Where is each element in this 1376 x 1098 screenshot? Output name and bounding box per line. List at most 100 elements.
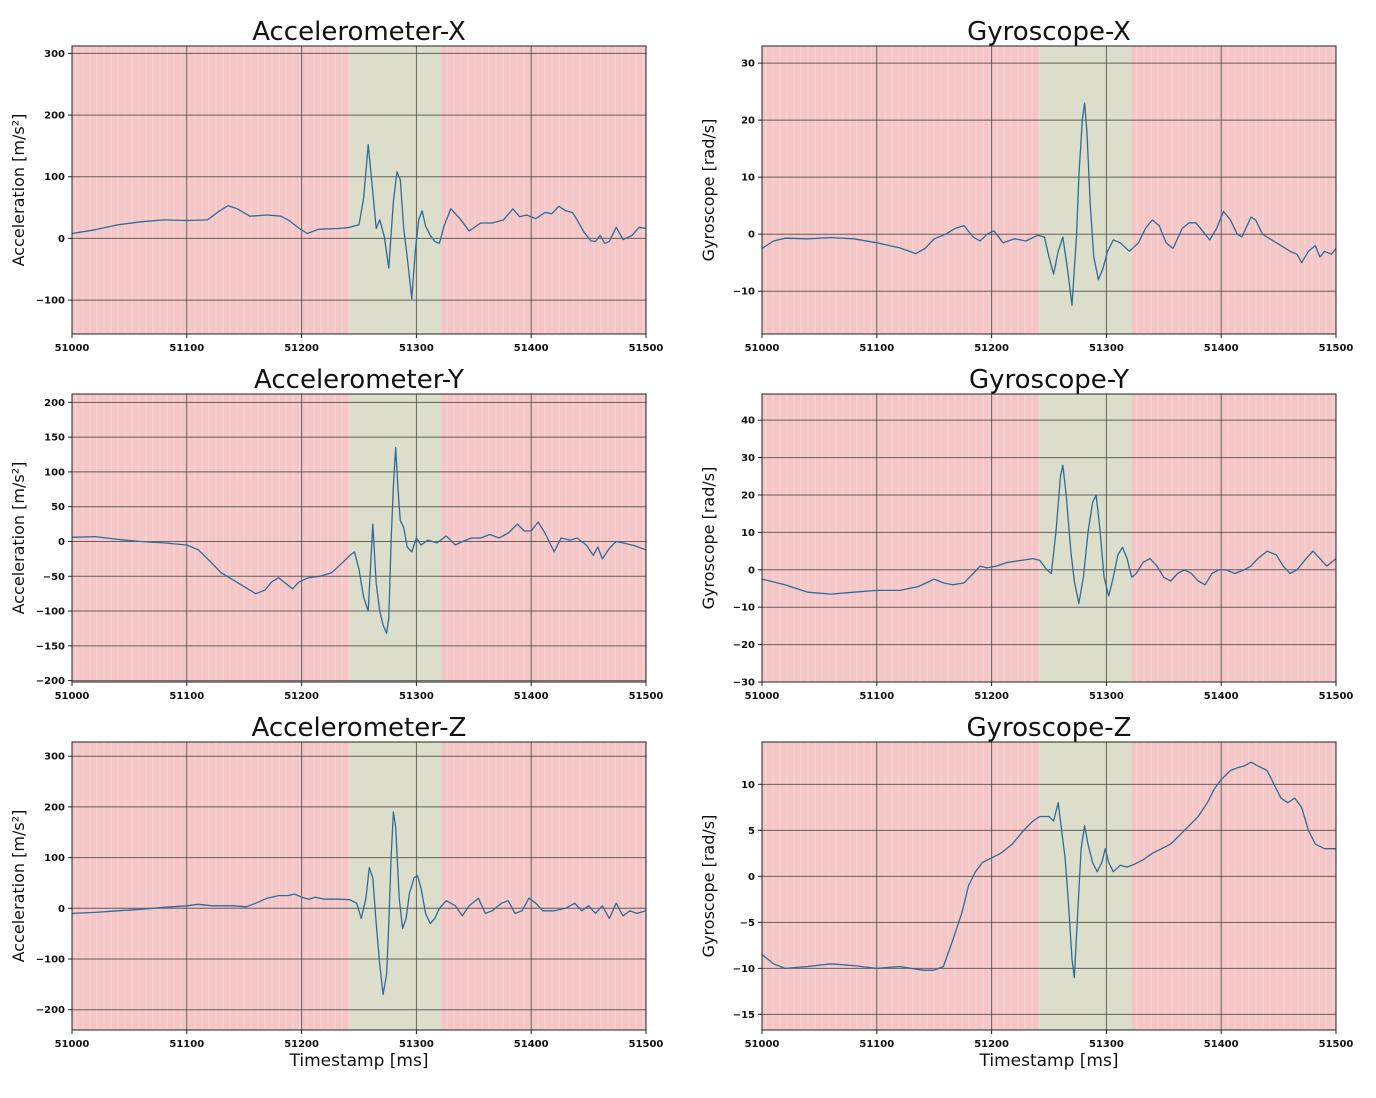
acc-y-y-tick-label: 150	[44, 433, 65, 444]
acc-z-x-tick-label: 51300	[399, 1039, 434, 1050]
acc-y-y-tick-label: 100	[44, 467, 65, 478]
gyro-z-x-tick-label: 51500	[1319, 1039, 1354, 1050]
gyro-y-y-tick-label: 30	[741, 453, 755, 464]
gyro-y-axes-frame	[761, 393, 1337, 683]
gyro-y-x-tick-label: 51500	[1319, 691, 1354, 702]
acc-y-y-tick-label: −50	[43, 572, 65, 583]
gyro-z-series-line	[761, 761, 1336, 979]
gyro-y-x-tick-label: 51000	[745, 691, 780, 702]
acc-x-x-tick-label: 51200	[284, 343, 319, 354]
acc-x-stripe-texture	[75, 46, 644, 334]
gyro-z-y-axis-label: Gyroscope [rad/s]	[699, 815, 718, 958]
gyro-y-y-axis-label: Gyroscope [rad/s]	[699, 467, 718, 610]
gyro-x-x-tick-label: 51200	[974, 343, 1009, 354]
acc-z-plot: 51000 51100 51200 51300 51400 51500 −200 −100 0 1…	[9, 713, 663, 1071]
gyro-y-y-tick-label: −20	[733, 640, 755, 651]
gyro-y-y-tick-label: 10	[741, 528, 755, 539]
acc-y-y-tick-label: −200	[36, 676, 65, 687]
acc-y-axes-frame	[71, 393, 647, 683]
acc-y-y-tick-label: −150	[36, 641, 65, 652]
gyro-z-x-tick-label: 51200	[974, 1039, 1009, 1050]
gyro-x-x-tick-label: 51000	[745, 343, 780, 354]
acc-x-x-tick-label: 51000	[55, 343, 90, 354]
acc-y-x-tick-label: 51400	[514, 691, 549, 702]
acc-z-x-tick-label: 51200	[284, 1039, 319, 1050]
acc-x-x-tick-label: 51400	[514, 343, 549, 354]
gyro-y-x-tick-label: 51200	[974, 691, 1009, 702]
gyro-x-y-tick-label: 30	[741, 59, 755, 70]
gyro-y-x-tick-label: 51100	[859, 691, 894, 702]
acc-y-x-tick-label: 51100	[169, 691, 204, 702]
acc-x-y-tick-label: 100	[44, 172, 65, 183]
acc-z-y-tick-label: −200	[36, 1005, 65, 1016]
gyro-x-plot: 51000 51100 51200 51300 51400 51500 −10 0 10 20 30…	[699, 17, 1353, 354]
gyro-z-y-tick-label: −5	[740, 918, 755, 929]
acc-z-y-tick-label: −100	[36, 955, 65, 966]
acc-z-y-tick-label: 200	[44, 802, 65, 813]
acc-x-title: Accelerometer-X	[252, 17, 466, 47]
gyro-z-title: Gyroscope-Z	[966, 713, 1131, 743]
acc-z-y-tick-label: 100	[44, 853, 65, 864]
acc-z-axes-frame	[71, 741, 647, 1031]
gyro-x-y-tick-label: −10	[733, 287, 755, 298]
acc-y-active-region	[349, 394, 442, 682]
acc-y-y-tick-label: −100	[36, 607, 65, 618]
gyro-y-x-tick-label: 51400	[1204, 691, 1239, 702]
acc-x-axes-frame	[71, 45, 647, 335]
acc-x-y-axis-label: Acceleration [m/s²]	[9, 114, 28, 267]
gyro-y-y-tick-label: −10	[733, 603, 755, 614]
acc-y-plot: 51000 51100 51200 51300 51400 51500 −200 −150 −1…	[9, 365, 663, 702]
acc-x-y-tick-label: −100	[36, 296, 65, 307]
gyro-y-y-tick-label: 0	[748, 565, 755, 576]
gyro-y-title: Gyroscope-Y	[969, 365, 1129, 395]
acc-x-x-tick-label: 51100	[169, 343, 204, 354]
gyro-z-x-tick-label: 51400	[1204, 1039, 1239, 1050]
acc-z-x-tick-label: 51100	[169, 1039, 204, 1050]
gyro-y-plot: 51000 51100 51200 51300 51400 51500 −30 −20 −10 0…	[699, 365, 1353, 702]
acc-z-active-region	[349, 742, 442, 1030]
acc-x-active-region	[349, 46, 442, 334]
acc-x-x-tick-label: 51500	[629, 343, 664, 354]
acc-z-y-tick-label: 0	[58, 904, 65, 915]
gyro-x-y-tick-label: 0	[748, 230, 755, 241]
gyro-y-x-tick-label: 51300	[1089, 691, 1124, 702]
gyro-z-plot: 51000 51100 51200 51300 51400 51500 −15 −10 −5 0 5…	[699, 713, 1353, 1071]
acc-z-x-axis-label: Timestamp [ms]	[289, 1051, 429, 1071]
gyro-z-x-axis-label: Timestamp [ms]	[979, 1051, 1119, 1071]
gyro-x-x-tick-label: 51100	[859, 343, 894, 354]
acc-z-x-tick-label: 51000	[55, 1039, 90, 1050]
gyro-z-y-tick-label: −10	[733, 964, 755, 975]
gyro-x-y-tick-label: 10	[741, 173, 755, 184]
gyro-x-y-tick-label: 20	[741, 116, 755, 127]
acc-y-y-tick-label: 0	[58, 537, 65, 548]
gyro-x-series-line	[761, 102, 1337, 307]
gyro-z-x-tick-label: 51000	[745, 1039, 780, 1050]
gyro-y-y-tick-label: −30	[733, 678, 755, 689]
acc-x-y-tick-label: 300	[44, 49, 65, 60]
acc-z-x-tick-label: 51400	[514, 1039, 549, 1050]
gyro-x-title: Gyroscope-X	[967, 17, 1131, 47]
acc-y-title: Accelerometer-Y	[254, 365, 464, 395]
gyro-z-x-tick-label: 51100	[859, 1039, 894, 1050]
acc-y-x-tick-label: 51200	[284, 691, 319, 702]
acc-x-x-tick-label: 51300	[399, 343, 434, 354]
acc-x-y-tick-label: 0	[58, 234, 65, 245]
acc-z-y-axis-label: Acceleration [m/s²]	[9, 810, 28, 963]
gyro-x-x-tick-label: 51500	[1319, 343, 1354, 354]
gyro-y-y-tick-label: 20	[741, 490, 755, 501]
acc-x-plot: 51000 51100 51200 51300 51400 51500 −100 0 100 20…	[9, 17, 663, 354]
acc-z-series-line	[71, 811, 647, 996]
acc-y-x-tick-label: 51500	[629, 691, 664, 702]
gyro-y-y-tick-label: 40	[741, 416, 755, 427]
gyro-z-y-tick-label: −15	[733, 1010, 755, 1021]
acc-z-x-tick-label: 51500	[629, 1039, 664, 1050]
acc-y-x-tick-label: 51000	[55, 691, 90, 702]
gyro-x-active-region	[1039, 46, 1132, 334]
gyro-x-y-axis-label: Gyroscope [rad/s]	[699, 119, 718, 262]
gyro-y-active-region	[1039, 394, 1132, 682]
acc-y-y-tick-label: 50	[51, 502, 65, 513]
acc-y-y-axis-label: Acceleration [m/s²]	[9, 462, 28, 615]
gyro-z-axes-frame	[761, 741, 1337, 1031]
gyro-z-active-region	[1039, 742, 1132, 1030]
